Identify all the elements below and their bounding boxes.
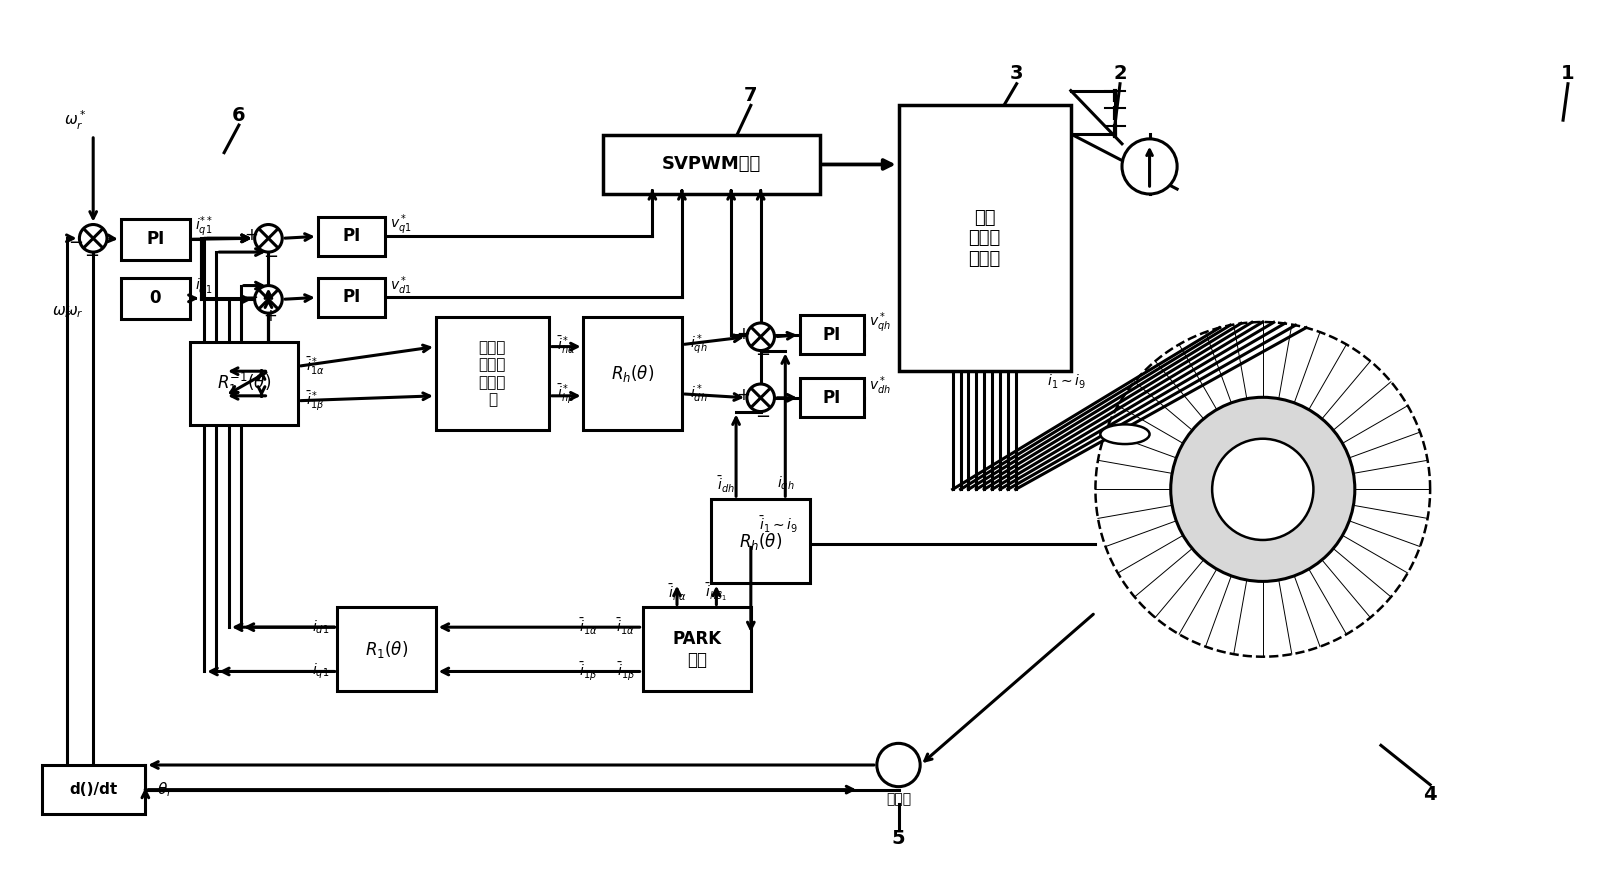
Text: PI: PI xyxy=(823,326,840,344)
Text: $i_{q1}$: $i_{q1}$ xyxy=(312,662,329,681)
Circle shape xyxy=(1212,439,1313,540)
Text: $i_{qh}$: $i_{qh}$ xyxy=(776,475,794,494)
Text: $\bar{i}_{1\beta}$: $\bar{i}_{1\beta}$ xyxy=(615,660,635,683)
Circle shape xyxy=(254,225,283,252)
Text: PI: PI xyxy=(146,230,164,248)
Text: $+$: $+$ xyxy=(244,227,257,245)
Text: $\bar{i}_1 \sim i_9$: $\bar{i}_1 \sim i_9$ xyxy=(1046,371,1085,392)
Text: $v_{dh}^*$: $v_{dh}^*$ xyxy=(868,375,890,397)
Text: 九相
电压型
逆变器: 九相 电压型 逆变器 xyxy=(967,209,1000,268)
Text: $\bar{i}_{h\beta}^*$: $\bar{i}_{h\beta}^*$ xyxy=(556,382,575,406)
Text: $i_{qh}^*$: $i_{qh}^*$ xyxy=(689,332,707,357)
Text: $\bar{i}_{1\alpha}$: $\bar{i}_{1\alpha}$ xyxy=(579,617,598,637)
Text: $\bar{i}_{h\alpha}^*$: $\bar{i}_{h\alpha}^*$ xyxy=(556,333,575,356)
Text: $\bar{i}_{h\beta_1}$: $\bar{i}_{h\beta_1}$ xyxy=(705,582,726,604)
Bar xyxy=(643,607,750,691)
Text: $R_1^{-1}(\theta)$: $R_1^{-1}(\theta)$ xyxy=(217,371,270,396)
Text: $-$: $-$ xyxy=(84,245,98,263)
Text: $\theta_r$: $\theta_r$ xyxy=(157,780,174,799)
Text: $\bar{i}_{dh}$: $\bar{i}_{dh}$ xyxy=(717,474,734,495)
Text: $-$: $-$ xyxy=(262,246,278,264)
Bar xyxy=(898,106,1070,371)
Text: 0: 0 xyxy=(149,289,161,307)
Bar xyxy=(190,341,297,426)
Text: $i_{d1}^{*}$: $i_{d1}^{*}$ xyxy=(194,274,212,297)
Text: 谐波补
偿电流
在线生
成: 谐波补 偿电流 在线生 成 xyxy=(479,340,506,408)
Bar xyxy=(800,315,863,355)
Text: $+$: $+$ xyxy=(736,386,749,404)
Text: $\omega_r$: $\omega_r$ xyxy=(64,305,84,320)
Bar xyxy=(603,135,820,194)
Text: $\bar{i}_{h\alpha}$: $\bar{i}_{h\alpha}$ xyxy=(667,582,686,603)
Text: PARK
变换: PARK 变换 xyxy=(672,630,722,668)
Text: $-$: $-$ xyxy=(243,288,259,306)
Bar xyxy=(42,765,145,814)
Text: $i_{q1}^{**}$: $i_{q1}^{**}$ xyxy=(194,214,212,238)
Text: 3: 3 xyxy=(1009,65,1022,83)
Text: $i_{d1}$: $i_{d1}$ xyxy=(312,618,329,636)
Text: $-$: $-$ xyxy=(67,232,84,250)
Bar xyxy=(318,278,384,317)
Circle shape xyxy=(876,744,919,787)
Text: 4: 4 xyxy=(1422,785,1437,804)
Bar xyxy=(121,219,190,260)
Text: 6: 6 xyxy=(231,106,246,125)
Text: $\bar{i}_{1\beta}^*$: $\bar{i}_{1\beta}^*$ xyxy=(305,389,323,413)
Text: $\omega_r^*$: $\omega_r^*$ xyxy=(64,108,87,132)
Text: $R_h(\theta)$: $R_h(\theta)$ xyxy=(611,363,654,384)
Text: d()/dt: d()/dt xyxy=(69,782,117,797)
Text: $v_{q1}^*$: $v_{q1}^*$ xyxy=(389,212,411,237)
Text: $\bar{i}_1 \sim i_9$: $\bar{i}_1 \sim i_9$ xyxy=(759,514,797,535)
Text: $+$: $+$ xyxy=(736,324,749,343)
Text: $R_1(\theta)$: $R_1(\theta)$ xyxy=(365,639,408,659)
Text: PI: PI xyxy=(823,389,840,407)
Bar xyxy=(318,217,384,256)
Text: PI: PI xyxy=(342,289,360,306)
Text: $i_{dh}^*$: $i_{dh}^*$ xyxy=(689,383,707,405)
Circle shape xyxy=(746,323,775,350)
Text: $\bar{i}_{1\alpha}^*$: $\bar{i}_{1\alpha}^*$ xyxy=(305,356,325,377)
Text: $R_h(\theta)$: $R_h(\theta)$ xyxy=(739,530,781,552)
Bar xyxy=(337,607,435,691)
Text: 2: 2 xyxy=(1112,65,1127,83)
Circle shape xyxy=(1122,139,1176,194)
Bar xyxy=(710,499,810,583)
Bar xyxy=(800,378,863,418)
Text: $-$: $-$ xyxy=(755,406,770,424)
Text: SVPWM模型: SVPWM模型 xyxy=(662,156,760,174)
Circle shape xyxy=(1170,397,1355,582)
Ellipse shape xyxy=(1099,425,1149,444)
Bar xyxy=(583,317,681,430)
Text: 7: 7 xyxy=(744,86,757,105)
Text: $v_{qh}^*$: $v_{qh}^*$ xyxy=(868,311,890,335)
Text: 5: 5 xyxy=(892,830,905,849)
Bar xyxy=(121,278,190,319)
Text: $v_{d1}^*$: $v_{d1}^*$ xyxy=(389,274,411,297)
Text: 1: 1 xyxy=(1560,65,1573,83)
Text: $\bar{i}_{1\alpha}$: $\bar{i}_{1\alpha}$ xyxy=(615,617,635,637)
Text: PI: PI xyxy=(342,228,360,246)
Circle shape xyxy=(746,384,775,411)
Text: 编码器: 编码器 xyxy=(885,792,911,806)
Text: $-$: $-$ xyxy=(755,344,770,363)
Text: $\bar{i}_{1\beta}$: $\bar{i}_{1\beta}$ xyxy=(579,660,598,683)
Circle shape xyxy=(254,286,283,313)
Text: $+$: $+$ xyxy=(264,307,278,325)
Circle shape xyxy=(79,225,108,252)
Text: $\omega_r$: $\omega_r$ xyxy=(51,305,71,320)
Bar xyxy=(435,317,548,430)
